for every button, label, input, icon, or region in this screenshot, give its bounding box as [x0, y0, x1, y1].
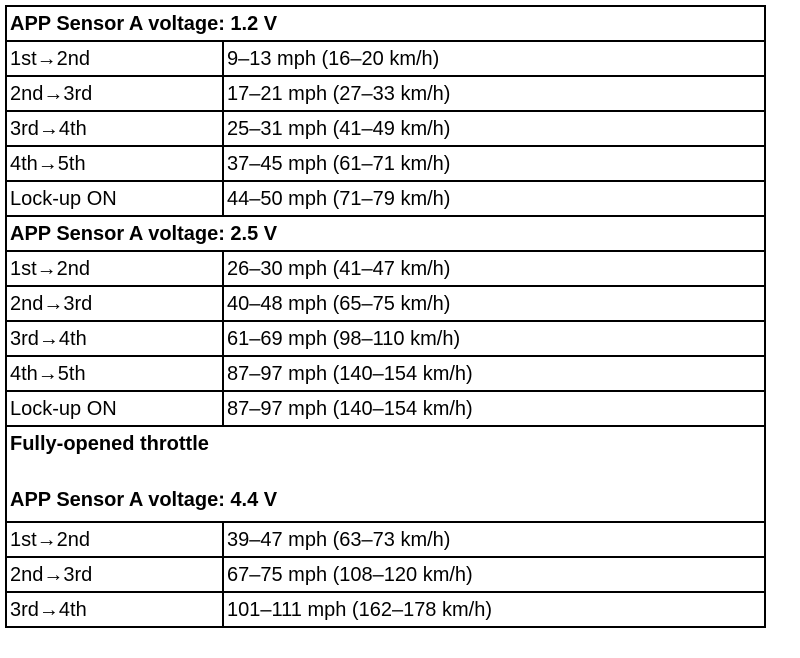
table-row: 2nd→3rd 67–75 mph (108–120 km/h) — [5, 556, 766, 593]
speed-cell: 40–48 mph (65–75 km/h) — [222, 285, 766, 322]
speed-cell: 17–21 mph (27–33 km/h) — [222, 75, 766, 112]
speed-cell: 87–97 mph (140–154 km/h) — [222, 390, 766, 427]
table-row: 3rd→4th 101–111 mph (162–178 km/h) — [5, 591, 766, 628]
speed-cell: 9–13 mph (16–20 km/h) — [222, 40, 766, 77]
speed-cell: 87–97 mph (140–154 km/h) — [222, 355, 766, 392]
document: APP Sensor A voltage: 1.2 V 1st→2nd 9–13 m… — [5, 5, 766, 628]
table-row: 3rd→4th 61–69 mph (98–110 km/h) — [5, 320, 766, 357]
section-header-row: Fully-opened throttle APP Sensor A voltag… — [5, 425, 766, 523]
speed-cell: 61–69 mph (98–110 km/h) — [222, 320, 766, 357]
speed-cell: 26–30 mph (41–47 km/h) — [222, 250, 766, 287]
shift-cell: 1st→2nd — [5, 250, 224, 287]
speed-cell: 37–45 mph (61–71 km/h) — [222, 145, 766, 182]
table-row: 1st→2nd 39–47 mph (63–73 km/h) — [5, 521, 766, 558]
shift-cell: 2nd→3rd — [5, 285, 224, 322]
table-row: 2nd→3rd 17–21 mph (27–33 km/h) — [5, 75, 766, 112]
shift-cell: 1st→2nd — [5, 40, 224, 77]
section-header-row: APP Sensor A voltage: 2.5 V — [5, 215, 766, 252]
shift-cell: 2nd→3rd — [5, 556, 224, 593]
speed-cell: 25–31 mph (41–49 km/h) — [222, 110, 766, 147]
shift-cell: Lock-up ON — [5, 390, 224, 427]
table-row: 4th→5th 87–97 mph (140–154 km/h) — [5, 355, 766, 392]
section-heading: APP Sensor A voltage: 1.2 V — [5, 5, 766, 42]
section-heading: APP Sensor A voltage: 2.5 V — [5, 215, 766, 252]
shift-cell: Lock-up ON — [5, 180, 224, 217]
heading-line: APP Sensor A voltage: 4.4 V — [10, 489, 278, 511]
table-row: 1st→2nd 26–30 mph (41–47 km/h) — [5, 250, 766, 287]
table-row: 2nd→3rd 40–48 mph (65–75 km/h) — [5, 285, 766, 322]
speed-cell: 44–50 mph (71–79 km/h) — [222, 180, 766, 217]
shift-cell: 4th→5th — [5, 355, 224, 392]
speed-cell: 101–111 mph (162–178 km/h) — [222, 591, 766, 628]
shift-cell: 1st→2nd — [5, 521, 224, 558]
shift-cell: 2nd→3rd — [5, 75, 224, 112]
section-header-row: APP Sensor A voltage: 1.2 V — [5, 5, 766, 42]
shift-cell: 3rd→4th — [5, 110, 224, 147]
table-row: Lock-up ON 87–97 mph (140–154 km/h) — [5, 390, 766, 427]
shift-cell: 3rd→4th — [5, 591, 224, 628]
shift-table: APP Sensor A voltage: 1.2 V 1st→2nd 9–13 m… — [5, 5, 766, 628]
table-row: Lock-up ON 44–50 mph (71–79 km/h) — [5, 180, 766, 217]
speed-cell: 67–75 mph (108–120 km/h) — [222, 556, 766, 593]
table-row: 1st→2nd 9–13 mph (16–20 km/h) — [5, 40, 766, 77]
section-heading: Fully-opened throttle APP Sensor A voltag… — [5, 425, 766, 523]
speed-cell: 39–47 mph (63–73 km/h) — [222, 521, 766, 558]
table-row: 4th→5th 37–45 mph (61–71 km/h) — [5, 145, 766, 182]
shift-cell: 4th→5th — [5, 145, 224, 182]
table-row: 3rd→4th 25–31 mph (41–49 km/h) — [5, 110, 766, 147]
heading-line: Fully-opened throttle — [10, 433, 209, 455]
shift-cell: 3rd→4th — [5, 320, 224, 357]
